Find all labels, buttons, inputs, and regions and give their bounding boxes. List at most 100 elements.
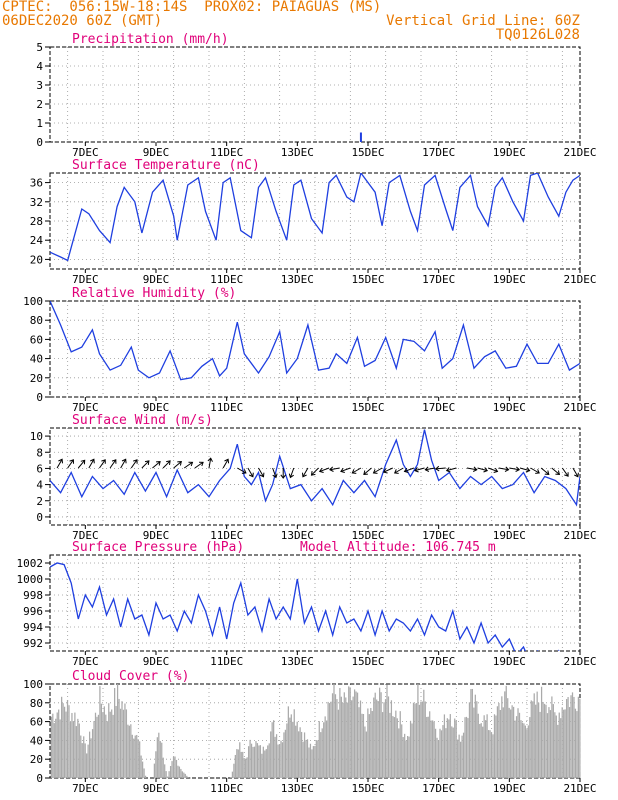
cloud-bar xyxy=(328,703,331,778)
cloud-bar xyxy=(533,693,535,778)
cloud-bar xyxy=(448,719,450,778)
y-tick-label: 28 xyxy=(30,215,43,228)
cloud-bar xyxy=(421,701,423,778)
wind-arrow xyxy=(404,467,415,472)
cloud-bar xyxy=(267,745,269,778)
cloud-bar xyxy=(84,743,86,778)
cloud-bar xyxy=(280,740,282,778)
y-tick-label: 1 xyxy=(36,117,43,130)
cloud-bar xyxy=(237,749,239,778)
y-tick-label: 1002 xyxy=(17,557,44,570)
cloud-bar xyxy=(427,716,429,778)
wind-arrow-head xyxy=(393,469,399,474)
wind-arrow xyxy=(319,467,330,472)
x-tick-label: 15DEC xyxy=(351,529,384,542)
cloud-bar xyxy=(359,700,362,778)
cloud-bar xyxy=(136,734,138,778)
y-tick-label: 40 xyxy=(30,734,43,747)
cloud-bar xyxy=(258,745,260,778)
cloud-bar xyxy=(259,745,262,778)
cloud-bar xyxy=(171,761,173,778)
cloud-bar xyxy=(284,729,287,778)
cloud-bar xyxy=(240,751,242,778)
wind-arrow xyxy=(272,467,277,478)
cloud-bar xyxy=(106,721,108,778)
cloud-bar xyxy=(274,736,276,778)
cloud-bar xyxy=(143,768,145,778)
cloud-bar xyxy=(96,716,98,778)
cloud-bar xyxy=(100,703,103,778)
cloud-bar xyxy=(108,703,110,778)
cloud-bar xyxy=(102,712,104,778)
y-tick-label: 996 xyxy=(23,605,43,618)
wind-arrow xyxy=(120,459,127,469)
cloud-bar xyxy=(552,704,554,778)
wind-arrow xyxy=(152,461,161,469)
wind-arrow xyxy=(130,459,138,469)
wind-arrow-head xyxy=(414,467,419,473)
wind-arrow-head xyxy=(564,472,569,477)
precip-bar xyxy=(359,132,362,142)
cloud-bar xyxy=(181,771,183,778)
cloud-bar xyxy=(473,707,475,778)
x-tick-label: 15DEC xyxy=(351,273,384,286)
cloud-bar xyxy=(356,692,359,778)
cloud-bar xyxy=(90,738,92,778)
wind-arrow-head xyxy=(280,474,286,479)
cloud-bar xyxy=(511,705,513,778)
cloud-bar xyxy=(504,691,506,778)
cloud-bar xyxy=(501,696,503,778)
wind-arrow xyxy=(363,467,372,475)
cloud-bar xyxy=(529,717,531,778)
wind-arrow xyxy=(561,467,569,477)
wind-arrow xyxy=(414,467,425,472)
cloud-bar xyxy=(331,693,334,778)
cloud-bar xyxy=(261,753,263,778)
wind-arrow xyxy=(311,467,319,476)
wind-arrow xyxy=(446,467,457,472)
cloud-bar xyxy=(361,713,363,778)
cloud-bar xyxy=(510,709,512,778)
cloud-bar xyxy=(125,709,128,778)
cloud-bar xyxy=(119,708,122,778)
cloud-bar xyxy=(480,723,482,778)
y-tick-label: 0 xyxy=(36,391,43,404)
cloud-bar xyxy=(236,749,238,778)
x-tick-label: 21DEC xyxy=(563,146,596,159)
cloud-bar xyxy=(399,711,401,778)
cloud-bar xyxy=(242,751,244,778)
x-tick-label: 9DEC xyxy=(143,782,170,795)
cloud-bar xyxy=(275,734,278,778)
cloud-bar xyxy=(298,731,300,778)
y-tick-label: 0 xyxy=(36,511,43,524)
cloud-bar xyxy=(520,720,522,778)
wind-arrow-head xyxy=(241,469,247,474)
wind-arrow xyxy=(352,467,362,474)
cloud-bar xyxy=(383,702,385,778)
cloud-bar xyxy=(568,707,571,778)
cloud-bar xyxy=(565,699,568,778)
cloud-bar xyxy=(418,704,421,778)
header-line1: CPTEC: 056:15W-18:14S PROX02: PAIAGUAS (… xyxy=(2,0,382,15)
wind-vectors xyxy=(56,457,579,479)
cloud-bar xyxy=(380,692,382,778)
cloud-bar xyxy=(365,731,368,778)
cloud-bar xyxy=(445,728,447,778)
cloud-bar xyxy=(433,721,435,778)
x-tick-label: 13DEC xyxy=(281,273,314,286)
cloud-bar xyxy=(333,684,335,778)
x-tick-label: 21DEC xyxy=(563,273,596,286)
cloud-bar xyxy=(83,736,85,778)
cloud-bar xyxy=(273,720,275,778)
cloud-bar xyxy=(476,701,478,778)
cloud-bar xyxy=(379,687,381,778)
cloud-bar xyxy=(430,720,432,778)
cloud-bar xyxy=(436,737,438,778)
header-line3-right: TQ0126L028 xyxy=(495,27,580,43)
cloud-bar xyxy=(137,739,139,778)
x-tick-label: 17DEC xyxy=(422,782,455,795)
cloud-bar xyxy=(245,758,247,778)
cloud-bar xyxy=(442,725,444,778)
wind-arrow xyxy=(425,467,436,471)
x-tick-label: 7DEC xyxy=(72,782,99,795)
